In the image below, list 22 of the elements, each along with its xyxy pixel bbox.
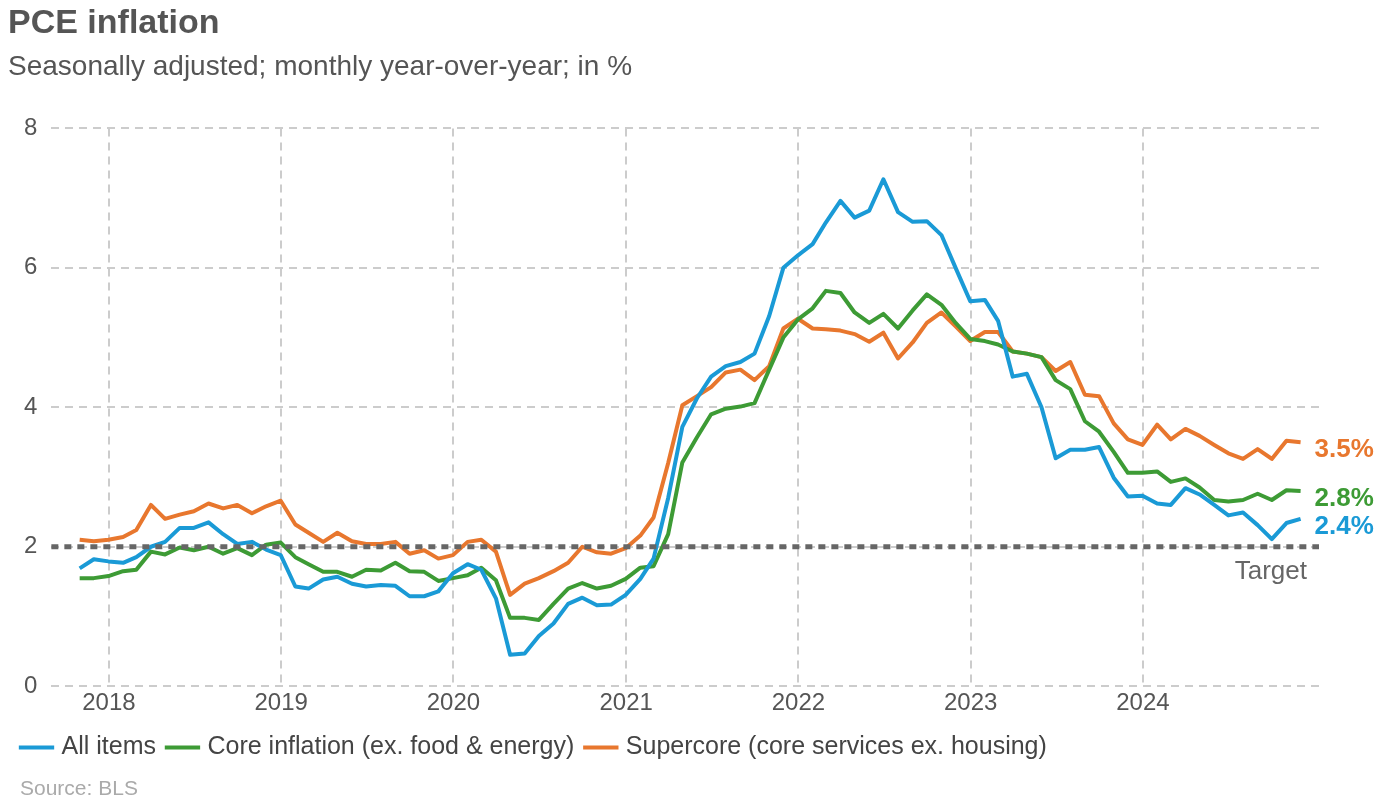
y-tick-label: 6 <box>23 252 38 280</box>
x-tick-label: 2018 <box>82 688 136 716</box>
y-tick-label: 2 <box>23 531 38 559</box>
legend-label: Supercore (core services ex. housing) <box>625 731 1047 760</box>
y-tick-label: 4 <box>23 391 38 419</box>
chart-subtitle: Seasonally adjusted; monthly year-over-year; in % <box>8 50 633 82</box>
y-tick-label: 8 <box>23 113 38 141</box>
x-tick-label: 2019 <box>254 688 308 716</box>
source-note: Source: BLS <box>20 776 138 800</box>
legend-label: All items <box>61 731 156 760</box>
data-label: 3.5% <box>1314 433 1374 464</box>
ref-line-label: Target <box>1234 554 1308 585</box>
x-tick-label: 2024 <box>1116 688 1170 716</box>
data-label: 2.8% <box>1314 482 1374 513</box>
x-tick-label: 2022 <box>771 688 826 716</box>
chart-title: PCE inflation <box>8 2 220 41</box>
y-tick-label: 0 <box>23 670 38 698</box>
x-tick-label: 2020 <box>426 688 481 716</box>
data-label: 2.4% <box>1314 510 1374 541</box>
x-tick-label: 2023 <box>944 688 998 716</box>
x-tick-label: 2021 <box>599 688 653 716</box>
legend-label: Core inflation (ex. food & energy) <box>207 731 575 760</box>
